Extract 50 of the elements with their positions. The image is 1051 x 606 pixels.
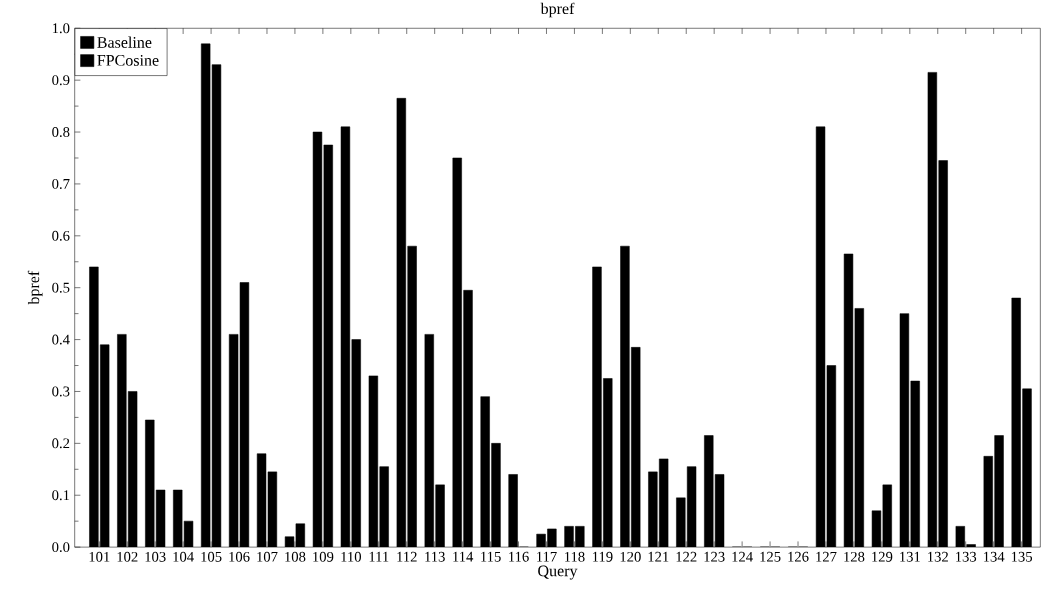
x-tick-label: 119 [592,551,613,562]
y-tick-label: 0.7 [52,179,70,190]
y-tick-label: 0.9 [52,75,70,86]
x-tick-label: 110 [341,551,362,562]
legend-label: FPCosine [97,55,159,66]
y-tick-label: 0.6 [52,230,70,241]
x-tick-label: 102 [117,551,138,562]
y-axis-title: bpref [27,270,43,305]
x-tick-label: 116 [509,551,529,562]
x-tick-label: 118 [564,551,585,562]
x-tick-label: 104 [173,551,194,562]
x-tick-label: 112 [397,551,417,562]
legend-label: Baseline [97,36,152,48]
x-tick-label: 128 [844,551,865,562]
x-tick-label: 113 [425,551,445,562]
x-tick-label: 133 [956,551,977,562]
chart-title: bpref [540,2,575,18]
y-tick-label: 0.1 [52,490,70,501]
x-tick-label: 126 [788,551,809,562]
x-tick-label: 135 [1011,551,1033,562]
y-tick-label: 0.5 [52,282,70,293]
x-tick-label: 108 [285,551,306,562]
x-tick-label: 120 [620,551,641,562]
x-tick-label: 109 [313,551,334,562]
x-tick-label: 129 [872,551,893,562]
x-tick-label: 114 [453,551,474,562]
y-tick-label: 0.8 [52,127,70,138]
x-tick-label: 117 [537,551,557,562]
x-tick-label: 134 [983,551,1005,562]
x-tick-label: 127 [816,551,837,562]
y-tick-label: 0.2 [52,438,70,449]
x-tick-label: 111 [369,551,389,562]
x-tick-label: 125 [760,551,781,562]
y-tick-label: 0.0 [52,542,70,553]
x-tick-label: 122 [676,551,697,562]
y-tick-label: 0.4 [52,334,70,345]
x-tick-label: 115 [481,551,501,562]
x-tick-label: 123 [704,551,725,562]
x-tick-label: 124 [732,551,753,562]
y-tick-label: 1.0 [52,23,70,34]
x-tick-label: 105 [201,551,222,562]
x-tick-label: 103 [145,551,166,562]
y-tick-label: 0.3 [52,386,70,397]
x-axis-title: Query [538,565,578,580]
x-tick-label: 132 [928,551,948,562]
x-tick-label: 101 [89,551,110,562]
x-tick-label: 121 [648,551,669,562]
x-tick-label: 107 [257,551,278,562]
x-tick-label: 106 [229,551,250,562]
x-tick-label: 131 [900,551,920,562]
